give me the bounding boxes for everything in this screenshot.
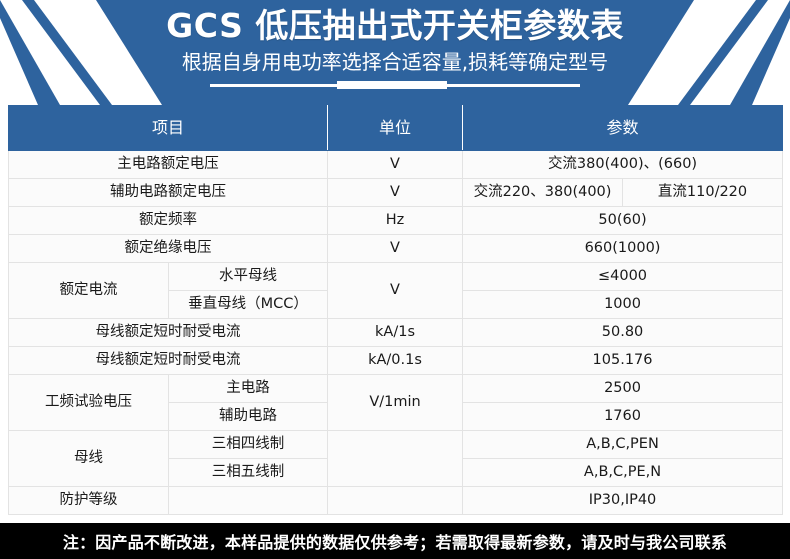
column-header-param: 参数 (462, 105, 784, 151)
row-param: 1760 (462, 402, 784, 431)
table-row: 主电路额定电压 V 交流380(400)、(660) (7, 150, 784, 179)
row-param: 2500 (462, 374, 784, 403)
row-unit (327, 486, 464, 515)
table-body: 主电路额定电压 V 交流380(400)、(660) 辅助电路额定电压 V 交流… (7, 150, 784, 515)
row-unit: Hz (327, 206, 464, 235)
row-unit (327, 430, 464, 487)
divider-thick-segment (337, 81, 447, 89)
row-sublabel: 主电路 (167, 374, 329, 403)
page-subtitle: 根据自身用电功率选择合适容量,损耗等确定型号 (181, 50, 609, 74)
row-label: 母线额定短时耐受电流 (7, 346, 329, 375)
row-param: 660(1000) (462, 234, 784, 263)
row-param: ≤4000 (462, 262, 784, 291)
footer-note-bar: 注：因产品不断改进，本样品提供的数据仅供参考；若需取得最新参数，请及时与我公司联… (0, 523, 790, 559)
row-sublabel: 水平母线 (167, 262, 329, 291)
row-param-left: 交流220、380(400) (462, 178, 624, 207)
row-param: IP30,IP40 (462, 486, 784, 515)
row-sublabel: 三相五线制 (167, 458, 329, 487)
row-unit: V (327, 178, 464, 207)
spec-table: 项目 单位 参数 主电路额定电压 V 交流380(400)、(660) 辅助电路… (7, 105, 784, 515)
row-sublabel-empty (167, 486, 329, 515)
row-param-right: 直流110/220 (622, 178, 784, 207)
header-banner: GCS 低压抽出式开关柜参数表 根据自身用电功率选择合适容量,损耗等确定型号 (0, 0, 790, 105)
row-label: 母线额定短时耐受电流 (7, 318, 329, 347)
table-row: 额定频率 Hz 50(60) (7, 206, 784, 235)
row-param: A,B,C,PEN (462, 430, 784, 459)
row-unit: V (327, 234, 464, 263)
row-param: 50(60) (462, 206, 784, 235)
table-row: 额定绝缘电压 V 660(1000) (7, 234, 784, 263)
row-label: 额定频率 (7, 206, 329, 235)
row-unit: kA/0.1s (327, 346, 464, 375)
row-label: 母线 (8, 430, 169, 487)
table-row: 辅助电路额定电压 V 交流220、380(400) 直流110/220 (7, 178, 784, 207)
page-title: GCS 低压抽出式开关柜参数表 (166, 6, 624, 45)
table-header-row: 项目 单位 参数 (7, 105, 784, 151)
row-unit: V (327, 262, 464, 319)
row-param: 105.176 (462, 346, 784, 375)
row-param: 50.80 (462, 318, 784, 347)
row-unit: V/1min (327, 374, 464, 431)
table-row: 工频试验电压 主电路 V/1min 2500 (8, 374, 784, 431)
row-label: 工频试验电压 (8, 374, 169, 431)
row-label: 主电路额定电压 (7, 150, 329, 179)
row-label: 辅助电路额定电压 (7, 178, 329, 207)
table-header: 项目 单位 参数 (7, 105, 784, 151)
footer-note-text: 注：因产品不断改进，本样品提供的数据仅供参考；若需取得最新参数，请及时与我公司联… (62, 533, 728, 552)
table-row: 防护等级 IP30,IP40 (8, 486, 784, 515)
row-param: 1000 (462, 290, 784, 319)
table-row: 辅助电路 1760 (9, 402, 784, 431)
row-sublabel: 三相四线制 (167, 430, 329, 459)
row-label: 额定绝缘电压 (7, 234, 329, 263)
column-header-item: 项目 (7, 105, 329, 151)
table-row: 母线额定短时耐受电流 kA/0.1s 105.176 (7, 346, 784, 375)
spec-table-container: 项目 单位 参数 主电路额定电压 V 交流380(400)、(660) 辅助电路… (0, 105, 790, 515)
row-unit: V (327, 150, 464, 179)
table-row: 母线 三相四线制 A,B,C,PEN (8, 430, 784, 487)
row-sublabel: 垂直母线（MCC） (167, 290, 329, 319)
column-header-unit: 单位 (327, 105, 464, 151)
table-row: 母线额定短时耐受电流 kA/1s 50.80 (7, 318, 784, 347)
row-label: 额定电流 (8, 262, 169, 319)
row-sublabel: 辅助电路 (167, 402, 329, 431)
row-param: A,B,C,PE,N (462, 458, 784, 487)
title-divider (210, 81, 580, 89)
table-row: 额定电流 水平母线 V ≤4000 (8, 262, 784, 319)
row-param: 交流380(400)、(660) (462, 150, 784, 179)
row-unit: kA/1s (327, 318, 464, 347)
row-label: 防护等级 (8, 486, 169, 515)
